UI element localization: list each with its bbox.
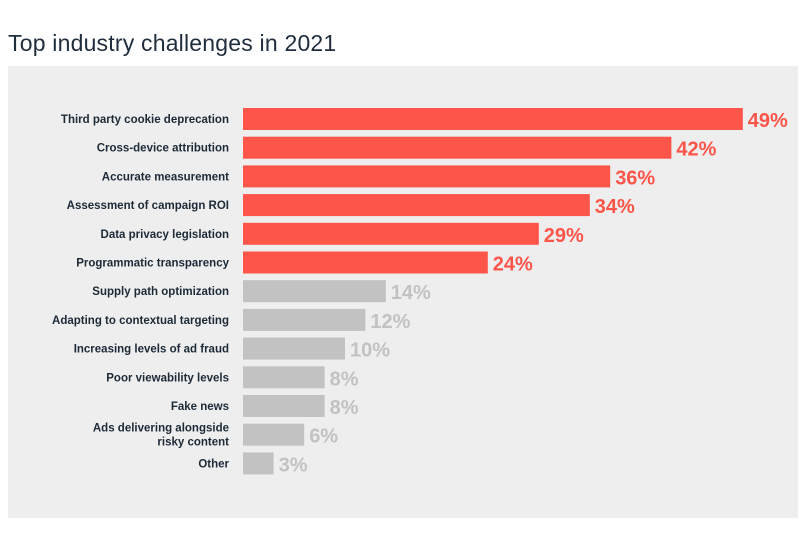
bar bbox=[243, 452, 274, 475]
value-label: 8% bbox=[330, 397, 359, 419]
category-label: Accurate measurement bbox=[102, 171, 229, 183]
category-label: Programmatic transparency bbox=[76, 258, 229, 270]
category-label: Assessment of campaign ROI bbox=[67, 200, 229, 212]
chart-panel: Third party cookie deprecation 49% Cross-d… bbox=[8, 66, 798, 518]
category-label: Cross-device attribution bbox=[97, 143, 229, 155]
bar bbox=[243, 194, 590, 217]
bar bbox=[243, 366, 325, 389]
category-label: Increasing levels of ad fraud bbox=[74, 344, 229, 356]
bar bbox=[243, 108, 743, 130]
bar bbox=[243, 395, 325, 417]
value-label: 49% bbox=[748, 110, 788, 132]
value-label: 29% bbox=[544, 225, 584, 247]
bar bbox=[243, 222, 539, 245]
bar bbox=[243, 423, 305, 446]
chart-title: Top industry challenges in 2021 bbox=[8, 30, 337, 56]
bar bbox=[243, 136, 672, 159]
category-label: Ads delivering alongside risky content bbox=[93, 423, 229, 449]
value-label: 6% bbox=[309, 426, 338, 448]
bar-chart: Third party cookie deprecation 49% Cross-d… bbox=[52, 108, 788, 476]
value-label: 24% bbox=[493, 254, 533, 276]
category-label: Fake news bbox=[171, 401, 229, 413]
category-label: Adapting to contextual targeting bbox=[52, 315, 229, 327]
category-label: Supply path optimization bbox=[92, 286, 229, 298]
category-label: Other bbox=[198, 458, 229, 470]
value-label: 42% bbox=[676, 139, 716, 161]
category-label: Third party cookie deprecation bbox=[61, 114, 229, 126]
bar bbox=[243, 337, 345, 360]
value-label: 36% bbox=[615, 167, 655, 189]
bar bbox=[243, 280, 386, 303]
value-label: 34% bbox=[595, 196, 635, 218]
bar bbox=[243, 308, 366, 331]
value-label: 10% bbox=[350, 340, 390, 362]
bar bbox=[243, 251, 488, 274]
value-label: 8% bbox=[330, 368, 359, 390]
value-label: 12% bbox=[370, 311, 410, 333]
category-label: Poor viewability levels bbox=[106, 372, 229, 384]
value-label: 3% bbox=[279, 454, 308, 476]
value-label: 14% bbox=[391, 282, 431, 304]
bar bbox=[243, 165, 611, 188]
category-label: Data privacy legislation bbox=[101, 229, 229, 241]
